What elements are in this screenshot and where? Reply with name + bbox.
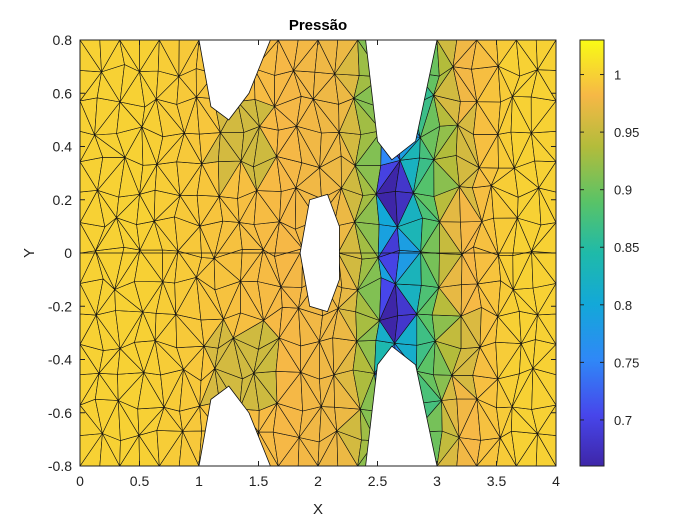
y-tick-label: 0.8	[53, 32, 73, 48]
y-tick-label: 0.2	[53, 192, 73, 208]
cutout-bottom-notch-1	[198, 385, 271, 466]
x-tick-label: 0.5	[130, 473, 150, 489]
y-tick-label: -0.2	[48, 298, 72, 314]
y-axis-ticks: -0.8 -0.6 -0.4 -0.2 0 0.2 0.4 0.6 0.8	[48, 32, 556, 474]
y-tick-label: 0.6	[53, 85, 73, 101]
colorbar-tick-label: 1	[614, 68, 621, 83]
x-tick-label: 1.5	[249, 473, 269, 489]
plot-area	[80, 40, 556, 466]
mesh-triangle	[334, 40, 359, 75]
mesh-triangle	[496, 40, 517, 67]
x-tick-label: 3	[433, 473, 441, 489]
domain-cutouts	[198, 40, 438, 466]
colorbar-tick-label: 0.95	[614, 125, 639, 140]
colorbar-tick-label: 0.7	[614, 413, 632, 428]
y-tick-label: -0.4	[48, 352, 72, 368]
mesh-triangle	[535, 40, 556, 71]
y-tick-label: 0	[64, 245, 72, 261]
colorbar-tick-label: 0.75	[614, 355, 639, 370]
colorbar-tick-label: 0.85	[614, 240, 639, 255]
x-tick-label: 3.5	[487, 473, 507, 489]
x-tick-label: 2	[314, 473, 322, 489]
colorbar-gradient	[579, 39, 605, 467]
y-tick-label: -0.8	[48, 458, 72, 474]
mesh-triangle	[452, 40, 478, 68]
x-tick-label: 1	[195, 473, 203, 489]
y-axis-label: Y	[21, 248, 38, 258]
cutout-bottom-notch-2	[365, 345, 438, 466]
x-tick-label: 2.5	[368, 473, 388, 489]
y-tick-label: -0.6	[48, 405, 72, 421]
colorbar: 0.7 0.75 0.8 0.85 0.9 0.95 1	[579, 39, 639, 467]
colorbar-tick-label: 0.8	[614, 298, 632, 313]
x-tick-label: 4	[552, 473, 560, 489]
x-axis-label: X	[313, 501, 323, 518]
colorbar-ticks: 0.7 0.75 0.8 0.85 0.9 0.95 1	[580, 68, 639, 428]
y-tick-label: 0.4	[53, 139, 73, 155]
mesh-triangle	[99, 40, 121, 73]
cutout-central-hole	[299, 193, 340, 313]
mesh-triangle	[293, 40, 319, 72]
mesh-triangle	[139, 40, 160, 73]
colorbar-tick-label: 0.9	[614, 183, 632, 198]
x-tick-label: 0	[76, 473, 84, 489]
mesh-triangle	[178, 40, 200, 77]
chart-title: Pressão	[289, 17, 347, 34]
x-axis-ticks: 0 0.5 1 1.5 2 2.5 3 3.5 4	[76, 40, 560, 489]
cutout-top-notch-1	[198, 40, 271, 121]
cutout-top-notch-2	[365, 40, 438, 161]
